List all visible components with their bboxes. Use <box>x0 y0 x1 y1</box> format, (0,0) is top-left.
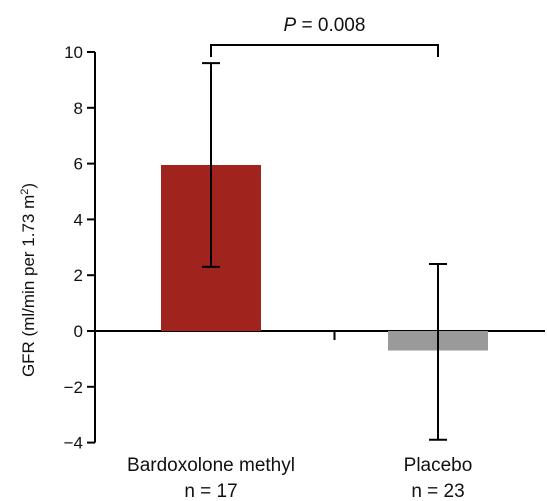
category-label: Bardoxolone methyl <box>127 455 295 476</box>
y-tick-label: 10 <box>64 43 83 62</box>
y-tick-label: 4 <box>74 210 83 229</box>
y-tick-label: −2 <box>64 378 83 397</box>
y-axis-label: GFR (ml/min per 1.73 m2) <box>19 183 38 377</box>
significance-annotation: P = 0.008 <box>210 15 439 57</box>
sample-size-label: n = 17 <box>184 481 237 501</box>
axes: −4 −2 0 2 4 6 8 10 <box>64 43 545 453</box>
sample-size-label: n = 23 <box>411 481 464 501</box>
error-bars <box>202 62 447 441</box>
y-tick-label: −4 <box>64 434 83 453</box>
y-tick-label: 2 <box>74 266 83 285</box>
y-tick-label: 8 <box>74 99 83 118</box>
y-tick-label: 6 <box>74 155 83 174</box>
y-tick-label: 0 <box>74 322 83 341</box>
category-label: Placebo <box>404 455 473 476</box>
category-labels: Bardoxolone methyl n = 17 Placebo n = 23 <box>127 455 472 501</box>
significance-bracket <box>210 44 439 57</box>
p-value-label: P = 0.008 <box>284 15 366 36</box>
